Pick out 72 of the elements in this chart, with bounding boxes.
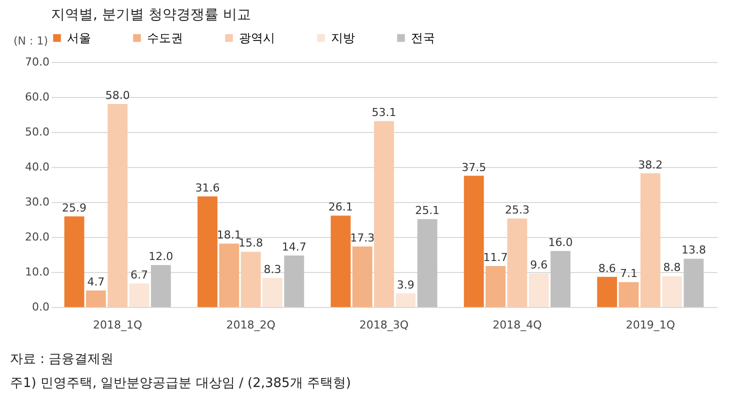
y-tick-label: 40.0 <box>25 160 50 174</box>
bar <box>284 256 304 307</box>
data-label: 14.7 <box>282 240 306 254</box>
bar <box>86 290 106 307</box>
data-label: 8.6 <box>598 262 616 275</box>
chart-title: 지역별, 분기별 청약경쟁률 비교 <box>51 7 251 23</box>
bar <box>150 265 171 307</box>
x-tick-label: 2018_4Q <box>492 318 542 332</box>
data-label: 16.0 <box>548 236 573 249</box>
bar <box>486 266 506 307</box>
data-label: 25.3 <box>504 203 530 216</box>
data-label: 18.1 <box>216 228 242 242</box>
data-label: 15.8 <box>238 236 264 250</box>
legend-label: 지방 <box>331 31 355 45</box>
data-label: 58.0 <box>105 89 130 102</box>
y-axis-title: (N : 1) <box>14 34 48 48</box>
bar <box>108 104 128 307</box>
data-label: 6.7 <box>130 268 148 282</box>
bar <box>597 276 618 307</box>
y-tick-label: 30.0 <box>25 196 50 208</box>
y-tick-label: 60.0 <box>25 90 50 104</box>
x-tick-label: 2018_3Q <box>359 318 409 332</box>
x-tick-label: 2018_2Q <box>226 318 276 332</box>
bar <box>198 196 218 307</box>
y-tick-label: 20.0 <box>25 230 50 244</box>
bar <box>240 252 261 307</box>
data-label: 25.9 <box>62 201 87 214</box>
bar <box>330 216 351 307</box>
x-tick-label: 2018_1Q <box>93 318 143 332</box>
data-label: 8.3 <box>264 262 282 276</box>
bar <box>684 258 704 307</box>
data-label: 53.1 <box>372 106 396 120</box>
bar <box>374 121 394 307</box>
text: 주1) 민영주택, 일반분양공급분 대상임 / (2,385개 주택형) <box>10 375 352 392</box>
bar <box>662 276 682 307</box>
data-label: 26.1 <box>328 200 353 214</box>
y-tick-label: 0.0 <box>32 300 50 314</box>
data-label: 9.6 <box>530 258 548 272</box>
legend-label: 전국 <box>411 31 435 45</box>
x-tick-label: 2019_1Q <box>626 318 676 332</box>
data-label: 38.2 <box>638 158 663 172</box>
bar <box>219 244 240 307</box>
data-label: 25.1 <box>415 204 440 218</box>
bar <box>64 216 84 307</box>
bar <box>507 218 528 307</box>
data-label: 4.7 <box>87 276 105 289</box>
bar <box>550 251 570 307</box>
bar <box>396 293 416 307</box>
y-tick-label: 70.0 <box>25 56 50 68</box>
bar <box>417 219 438 307</box>
text: 자료 : 금융결제원 <box>10 351 115 368</box>
legend-label: 수도권 <box>147 31 183 45</box>
bar <box>352 246 372 307</box>
legend-label: 서울 <box>67 31 91 45</box>
data-label: 3.9 <box>396 278 414 292</box>
y-tick-label: 50.0 <box>25 126 50 138</box>
data-label: 13.8 <box>681 244 706 257</box>
bar <box>528 273 549 307</box>
y-tick-label: 10.0 <box>25 266 50 278</box>
bar <box>262 278 282 307</box>
bar <box>464 176 484 307</box>
data-label: 12.0 <box>148 250 174 263</box>
data-label: 31.6 <box>195 181 220 194</box>
legend-label: 광역시 <box>239 31 275 45</box>
bar <box>129 284 150 307</box>
data-label: 7.1 <box>620 267 638 280</box>
data-label: 17.3 <box>350 231 375 244</box>
bar <box>640 173 660 307</box>
data-label: 37.5 <box>462 160 486 174</box>
data-label: 8.8 <box>663 261 681 274</box>
data-label: 11.7 <box>483 251 508 264</box>
bar <box>618 282 639 307</box>
